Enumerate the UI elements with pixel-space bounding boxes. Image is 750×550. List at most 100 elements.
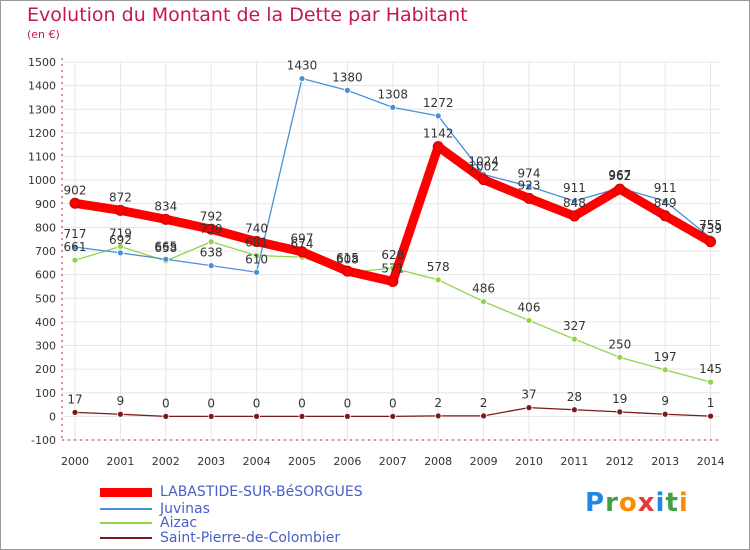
legend-item-juvinas: Juvinas [100,501,210,517]
data-label: 0 [207,396,215,410]
data-point [114,204,126,216]
data-point [434,412,442,420]
y-tick-label: 700 [35,245,56,258]
x-tick-label: 2004 [243,455,271,468]
data-label: 911 [654,181,677,195]
data-point [659,210,671,222]
data-label: 0 [344,396,352,410]
data-label: 872 [109,190,132,204]
data-label: 792 [200,209,223,223]
data-point [207,238,215,246]
y-tick-label: 500 [35,292,56,305]
data-point [525,182,533,190]
data-label: 1002 [468,160,499,174]
data-label: 967 [608,168,631,182]
data-label: 571 [381,261,404,275]
x-tick-label: 2008 [424,455,452,468]
logo-letter: r [605,488,619,518]
data-point [389,412,397,420]
data-point [162,255,170,263]
data-point [296,246,308,258]
x-tick-label: 2006 [333,455,361,468]
legend-label-labastide: LABASTIDE-SUR-BéSORGUES [160,484,363,500]
data-point [661,197,669,205]
x-tick-label: 2000 [61,455,89,468]
y-tick-label: 1000 [28,174,56,187]
y-tick-label: 600 [35,269,56,282]
chart-title: Evolution du Montant de la Dette par Hab… [27,4,468,26]
data-point [343,86,351,94]
data-point [387,275,399,287]
data-point [162,412,170,420]
data-point [707,378,714,386]
logo-letter: t [665,488,679,518]
data-label: 1142 [423,127,454,141]
data-point [298,412,306,420]
data-label: 250 [608,337,631,351]
data-point [207,412,215,420]
data-point [525,404,533,412]
data-label: 9 [117,394,125,408]
data-label: 1308 [378,87,409,101]
data-label: 610 [245,252,268,266]
data-label: 697 [291,232,314,246]
data-label: 2 [480,396,488,410]
data-label: 608 [336,253,359,267]
data-label: 740 [245,222,268,236]
data-label: 1272 [423,96,454,110]
y-tick-label: 1100 [28,151,56,164]
data-point [253,268,261,276]
x-tick-label: 2001 [106,455,134,468]
data-label: 628 [381,248,404,262]
data-label: 834 [154,199,177,213]
data-point [389,103,397,111]
data-label: 661 [64,240,87,254]
data-point [480,298,488,305]
data-label: 719 [109,227,132,241]
data-point [478,174,490,186]
data-label: 665 [154,239,177,253]
data-point [253,252,261,259]
data-point [571,335,578,343]
y-tick-label: 800 [35,221,56,234]
y-tick-label: 900 [35,198,56,211]
data-point [71,256,79,264]
legend-swatch-saint-pierre [100,537,152,539]
data-point [298,75,306,82]
proxiti-logo: Proxiti [585,488,689,518]
data-label: 1380 [332,70,363,84]
data-point [434,112,442,120]
legend-item-labastide: LABASTIDE-SUR-BéSORGUES [100,484,363,500]
data-label: 0 [389,396,397,410]
data-point [523,192,535,204]
data-point [571,197,578,205]
data-point [71,408,79,416]
data-label: 0 [298,396,306,410]
x-tick-label: 2005 [288,455,316,468]
x-tick-label: 2010 [515,455,543,468]
data-label: 197 [654,350,677,364]
data-label: 19 [612,392,627,406]
x-tick-label: 2003 [197,455,225,468]
data-label: 0 [162,396,170,410]
data-point [705,236,717,248]
data-label: 911 [563,181,586,195]
data-point [205,223,217,235]
data-label: 674 [291,237,314,251]
legend-item-aizac: Aizac [100,515,197,531]
legend-item-saint-pierre: Saint-Pierre-de-Colombier [100,530,340,546]
data-point [616,408,624,416]
x-tick-label: 2011 [560,455,588,468]
data-label: 638 [200,246,223,260]
data-point [160,213,172,225]
x-tick-label: 2013 [651,455,679,468]
data-label: 615 [336,251,359,265]
data-label: 1430 [287,59,318,73]
legend-swatch-aizac [100,522,152,524]
data-point [71,243,79,251]
data-point [480,412,488,420]
legend-swatch-juvinas [100,508,152,510]
data-point [568,210,580,222]
x-tick-label: 2007 [379,455,407,468]
data-label: 578 [427,260,450,274]
